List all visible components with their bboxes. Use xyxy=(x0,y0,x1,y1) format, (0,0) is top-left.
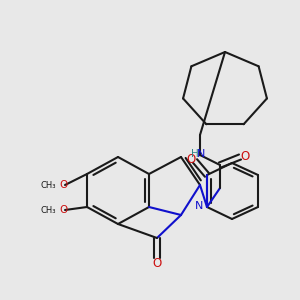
Text: O: O xyxy=(187,153,196,166)
Text: CH₃: CH₃ xyxy=(40,181,56,190)
Text: O: O xyxy=(59,180,68,190)
Text: N: N xyxy=(196,149,205,159)
Text: O: O xyxy=(240,151,249,164)
Text: H: H xyxy=(191,149,199,159)
Text: O: O xyxy=(59,205,68,215)
Text: O: O xyxy=(152,257,162,270)
Text: CH₃: CH₃ xyxy=(40,206,56,215)
Text: N: N xyxy=(195,201,203,211)
